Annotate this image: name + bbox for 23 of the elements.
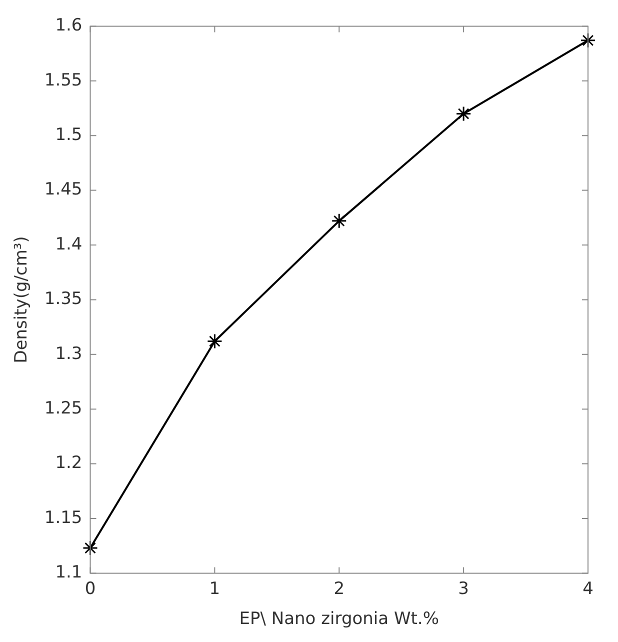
point (580, 32, 596, 48)
y-tick-label: 1.3 (55, 344, 82, 364)
y-tick-label: 1.1 (55, 562, 82, 583)
x-tick-label: 1 (209, 578, 220, 599)
point (456, 106, 472, 122)
y-axis-title: Density(g/cm³) (12, 236, 32, 364)
point (331, 213, 347, 229)
y-tick-label: 1.15 (44, 508, 82, 528)
x-tick-label: 3 (458, 578, 469, 599)
y-tick-label: 1.4 (55, 234, 82, 254)
x-tick-label: 4 (582, 578, 594, 599)
point (82, 540, 98, 556)
y-tick-label: 1.6 (55, 16, 82, 36)
y-tick-label: 1.55 (44, 70, 82, 90)
y-tick-label: 1.5 (55, 125, 82, 146)
y-tick-label: 1.2 (55, 453, 82, 474)
y-tick-label: 1.25 (44, 398, 82, 419)
x-axis-title: EP\ Nano zirgonia Wt.% (239, 609, 439, 630)
x-tick-label: 0 (84, 578, 96, 599)
point (206, 334, 222, 350)
x-tick-label: 2 (334, 578, 345, 599)
y-tick-label: 1.35 (44, 289, 82, 310)
y-tick-label: 1.45 (44, 180, 82, 200)
